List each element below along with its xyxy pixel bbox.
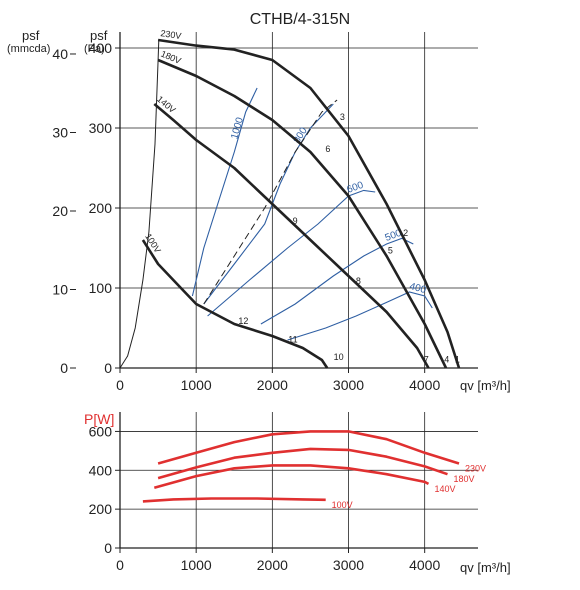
y-axis-label-right: psf <box>90 28 108 43</box>
point-label-1: 1 <box>455 354 460 364</box>
power-curve-230V <box>157 430 460 465</box>
point-label-10: 10 <box>334 352 344 362</box>
point-label-11: 11 <box>288 334 297 344</box>
y-secondary-tick-label: 40 <box>52 46 68 62</box>
y-tick-label: 300 <box>89 120 113 136</box>
point-label-6: 6 <box>325 144 330 154</box>
x-tick-label: 3000 <box>333 377 364 393</box>
y-tick-label: 200 <box>89 200 113 216</box>
power-curve-140V <box>153 464 430 490</box>
fan-curve-140V <box>153 103 430 369</box>
fan-curve-180V <box>157 58 448 369</box>
power-y-tick-label: 0 <box>104 540 112 556</box>
x-tick-label: 1000 <box>181 377 212 393</box>
rpm-curve-1000 <box>191 87 258 297</box>
fan-curve-230V <box>157 38 461 369</box>
y-secondary-tick-label: 30 <box>52 124 68 140</box>
point-label-7: 7 <box>424 354 429 364</box>
y-secondary-tick-label: 10 <box>52 281 68 297</box>
point-label-2: 2 <box>403 228 408 238</box>
rpm-curve-600 <box>207 189 376 317</box>
x-tick-label: 4000 <box>409 377 440 393</box>
power-y-tick-label: 400 <box>89 462 113 478</box>
fan-curve-label-230V: 230V <box>160 28 182 41</box>
point-label-4: 4 <box>444 354 449 364</box>
rpm-curve-500 <box>260 237 414 325</box>
power-x-tick-label: 3000 <box>333 557 364 573</box>
power-curve-label-140V: 140V <box>434 484 455 494</box>
point-label-9: 9 <box>293 216 298 226</box>
y-axis-unit-left: (mmcda) <box>7 43 50 55</box>
power-x-tick-label: 0 <box>116 557 124 573</box>
x-axis-label-upper: qv [m³/h] <box>460 378 511 393</box>
point-label-3: 3 <box>340 112 345 122</box>
power-curve-label-180V: 180V <box>454 474 475 484</box>
power-x-tick-label: 2000 <box>257 557 288 573</box>
power-curve-180V <box>157 447 448 480</box>
rpm-curve-800 <box>203 103 334 305</box>
rpm-label-400: 400 <box>408 281 427 296</box>
y-secondary-tick-label: 20 <box>52 203 68 219</box>
fan-curve-100V <box>141 239 329 369</box>
y-tick-label: 100 <box>89 280 113 296</box>
point-label-12: 12 <box>238 316 248 326</box>
x-tick-label: 2000 <box>257 377 288 393</box>
power-y-tick-label: 200 <box>89 501 113 517</box>
point-label-8: 8 <box>356 276 361 286</box>
power-x-tick-label: 4000 <box>409 557 440 573</box>
power-axis-label: P[W] <box>84 411 114 427</box>
power-y-tick-label: 600 <box>89 423 113 439</box>
fan-curve-label-140V: 140V <box>155 94 178 115</box>
power-curve-100V <box>142 497 326 503</box>
power-x-tick-label: 1000 <box>181 557 212 573</box>
rpm-dashed-curve <box>203 99 338 305</box>
y-tick-label: 400 <box>89 40 113 56</box>
pressure-plot: 0 1000 2000 3000 400001002003004000102030401… <box>52 28 478 393</box>
x-axis-label-lower: qv [m³/h] <box>460 560 511 575</box>
y-tick-label: 0 <box>104 360 112 376</box>
power-curve-label-230V: 230V <box>465 463 486 473</box>
y-axis-label-left: psf <box>22 28 40 43</box>
x-tick-label: 0 <box>116 377 124 393</box>
system-curve <box>119 39 160 369</box>
rpm-curve-400 <box>287 291 433 341</box>
y-axis-unit-right: (Pa) <box>84 43 105 55</box>
chart-title: CTHB/4-315N <box>250 11 350 28</box>
point-label-5: 5 <box>388 246 393 256</box>
y-secondary-tick-label: 0 <box>60 360 68 376</box>
power-curve-label-100V: 100V <box>332 500 353 510</box>
